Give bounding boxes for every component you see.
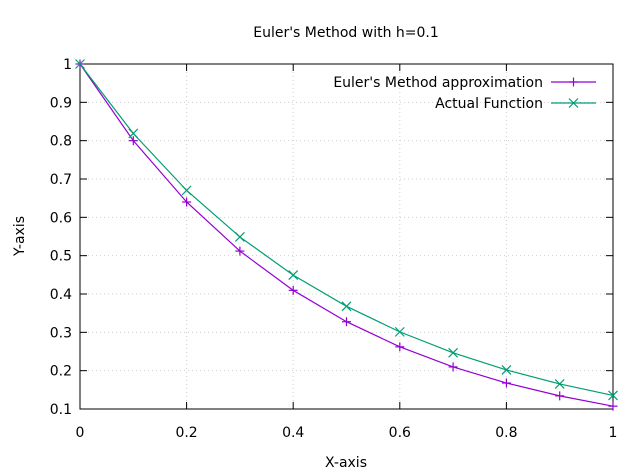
data-point [235,246,245,256]
data-point [128,128,139,139]
legend-entry: Euler's Method approximation [333,75,596,91]
data-point [75,59,85,69]
grid [80,64,613,409]
legend-marker [568,98,579,108]
data-point [128,136,138,146]
data-point [448,362,458,372]
series-line [79,63,614,397]
data-point [554,379,565,389]
y-tick-label: 0.5 [50,249,72,265]
x-tick-label: 1 [609,425,618,441]
marker-stroke [288,270,299,281]
marker-stroke [554,379,565,389]
marker-stroke [568,98,579,108]
x-tick-label: 0.8 [495,425,517,441]
y-tick-label: 0.2 [50,364,72,380]
marker-stroke [341,301,352,312]
marker-stroke [181,185,192,196]
data-point [501,378,511,388]
x-tick-label: 0 [76,425,85,441]
data-point [288,285,298,295]
data-point [181,185,192,196]
data-point [341,301,352,312]
plot-frame [79,63,614,410]
data-point [395,342,405,352]
x-tick-label: 0.6 [389,425,411,441]
y-tick-label: 0.1 [50,402,72,418]
data-point [182,197,192,207]
y-tick-label: 0.8 [50,134,72,150]
marker-stroke [501,365,512,375]
series-euler-approximation [75,59,618,411]
y-tick-label: 1 [63,57,72,73]
marker-stroke [448,347,459,358]
data-point [555,391,565,401]
data-point [501,365,512,375]
x-tick-label: 0.4 [282,425,304,441]
series-actual-function [75,59,618,401]
x-tick-label: 0.2 [175,425,197,441]
axis-ticks: 0 0.2 0.4 0.6 0.8 1 0.1 0.2 0.3 0.4 0.5 0.6 0.7 0.8 0.… [50,57,618,441]
marker-stroke [75,59,85,69]
y-axis-title: Y-axis [12,216,28,257]
marker-stroke [608,390,618,401]
data-point [608,401,618,411]
data-point [448,347,459,358]
series-layer [75,59,618,411]
data-point [394,326,405,337]
data-point [608,390,618,401]
y-tick-label: 0.9 [50,95,72,111]
data-point [288,270,299,281]
marker-stroke [394,326,405,337]
legend-entry: Actual Function [435,96,596,112]
marker-stroke [234,232,245,242]
legend-label: Euler's Method approximation [333,75,543,91]
chart-title: Euler's Method with h=0.1 [253,25,439,41]
legend-label: Actual Function [435,96,543,112]
y-tick-label: 0.7 [50,172,72,188]
legend: Euler's Method approximation Actual Funct… [333,75,596,112]
y-tick-label: 0.4 [50,287,72,303]
series-line [79,63,614,407]
y-tick-label: 0.6 [50,210,72,226]
marker-stroke [128,128,139,139]
y-tick-label: 0.3 [50,325,72,341]
data-point [234,232,245,242]
data-point [342,317,351,327]
x-axis-title: X-axis [325,455,367,471]
legend-marker [569,77,578,87]
